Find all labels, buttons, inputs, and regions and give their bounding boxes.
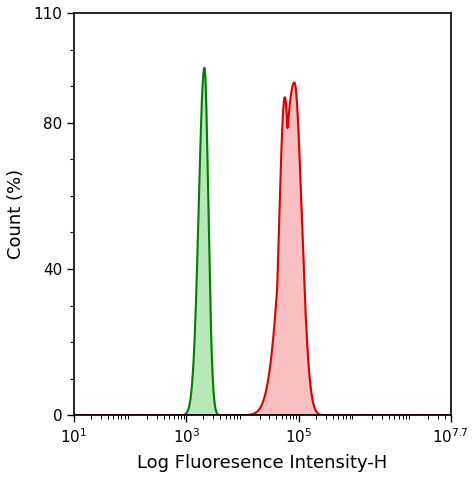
Y-axis label: Count (%): Count (%) <box>7 169 25 259</box>
X-axis label: Log Fluoresence Intensity-H: Log Fluoresence Intensity-H <box>137 454 387 472</box>
